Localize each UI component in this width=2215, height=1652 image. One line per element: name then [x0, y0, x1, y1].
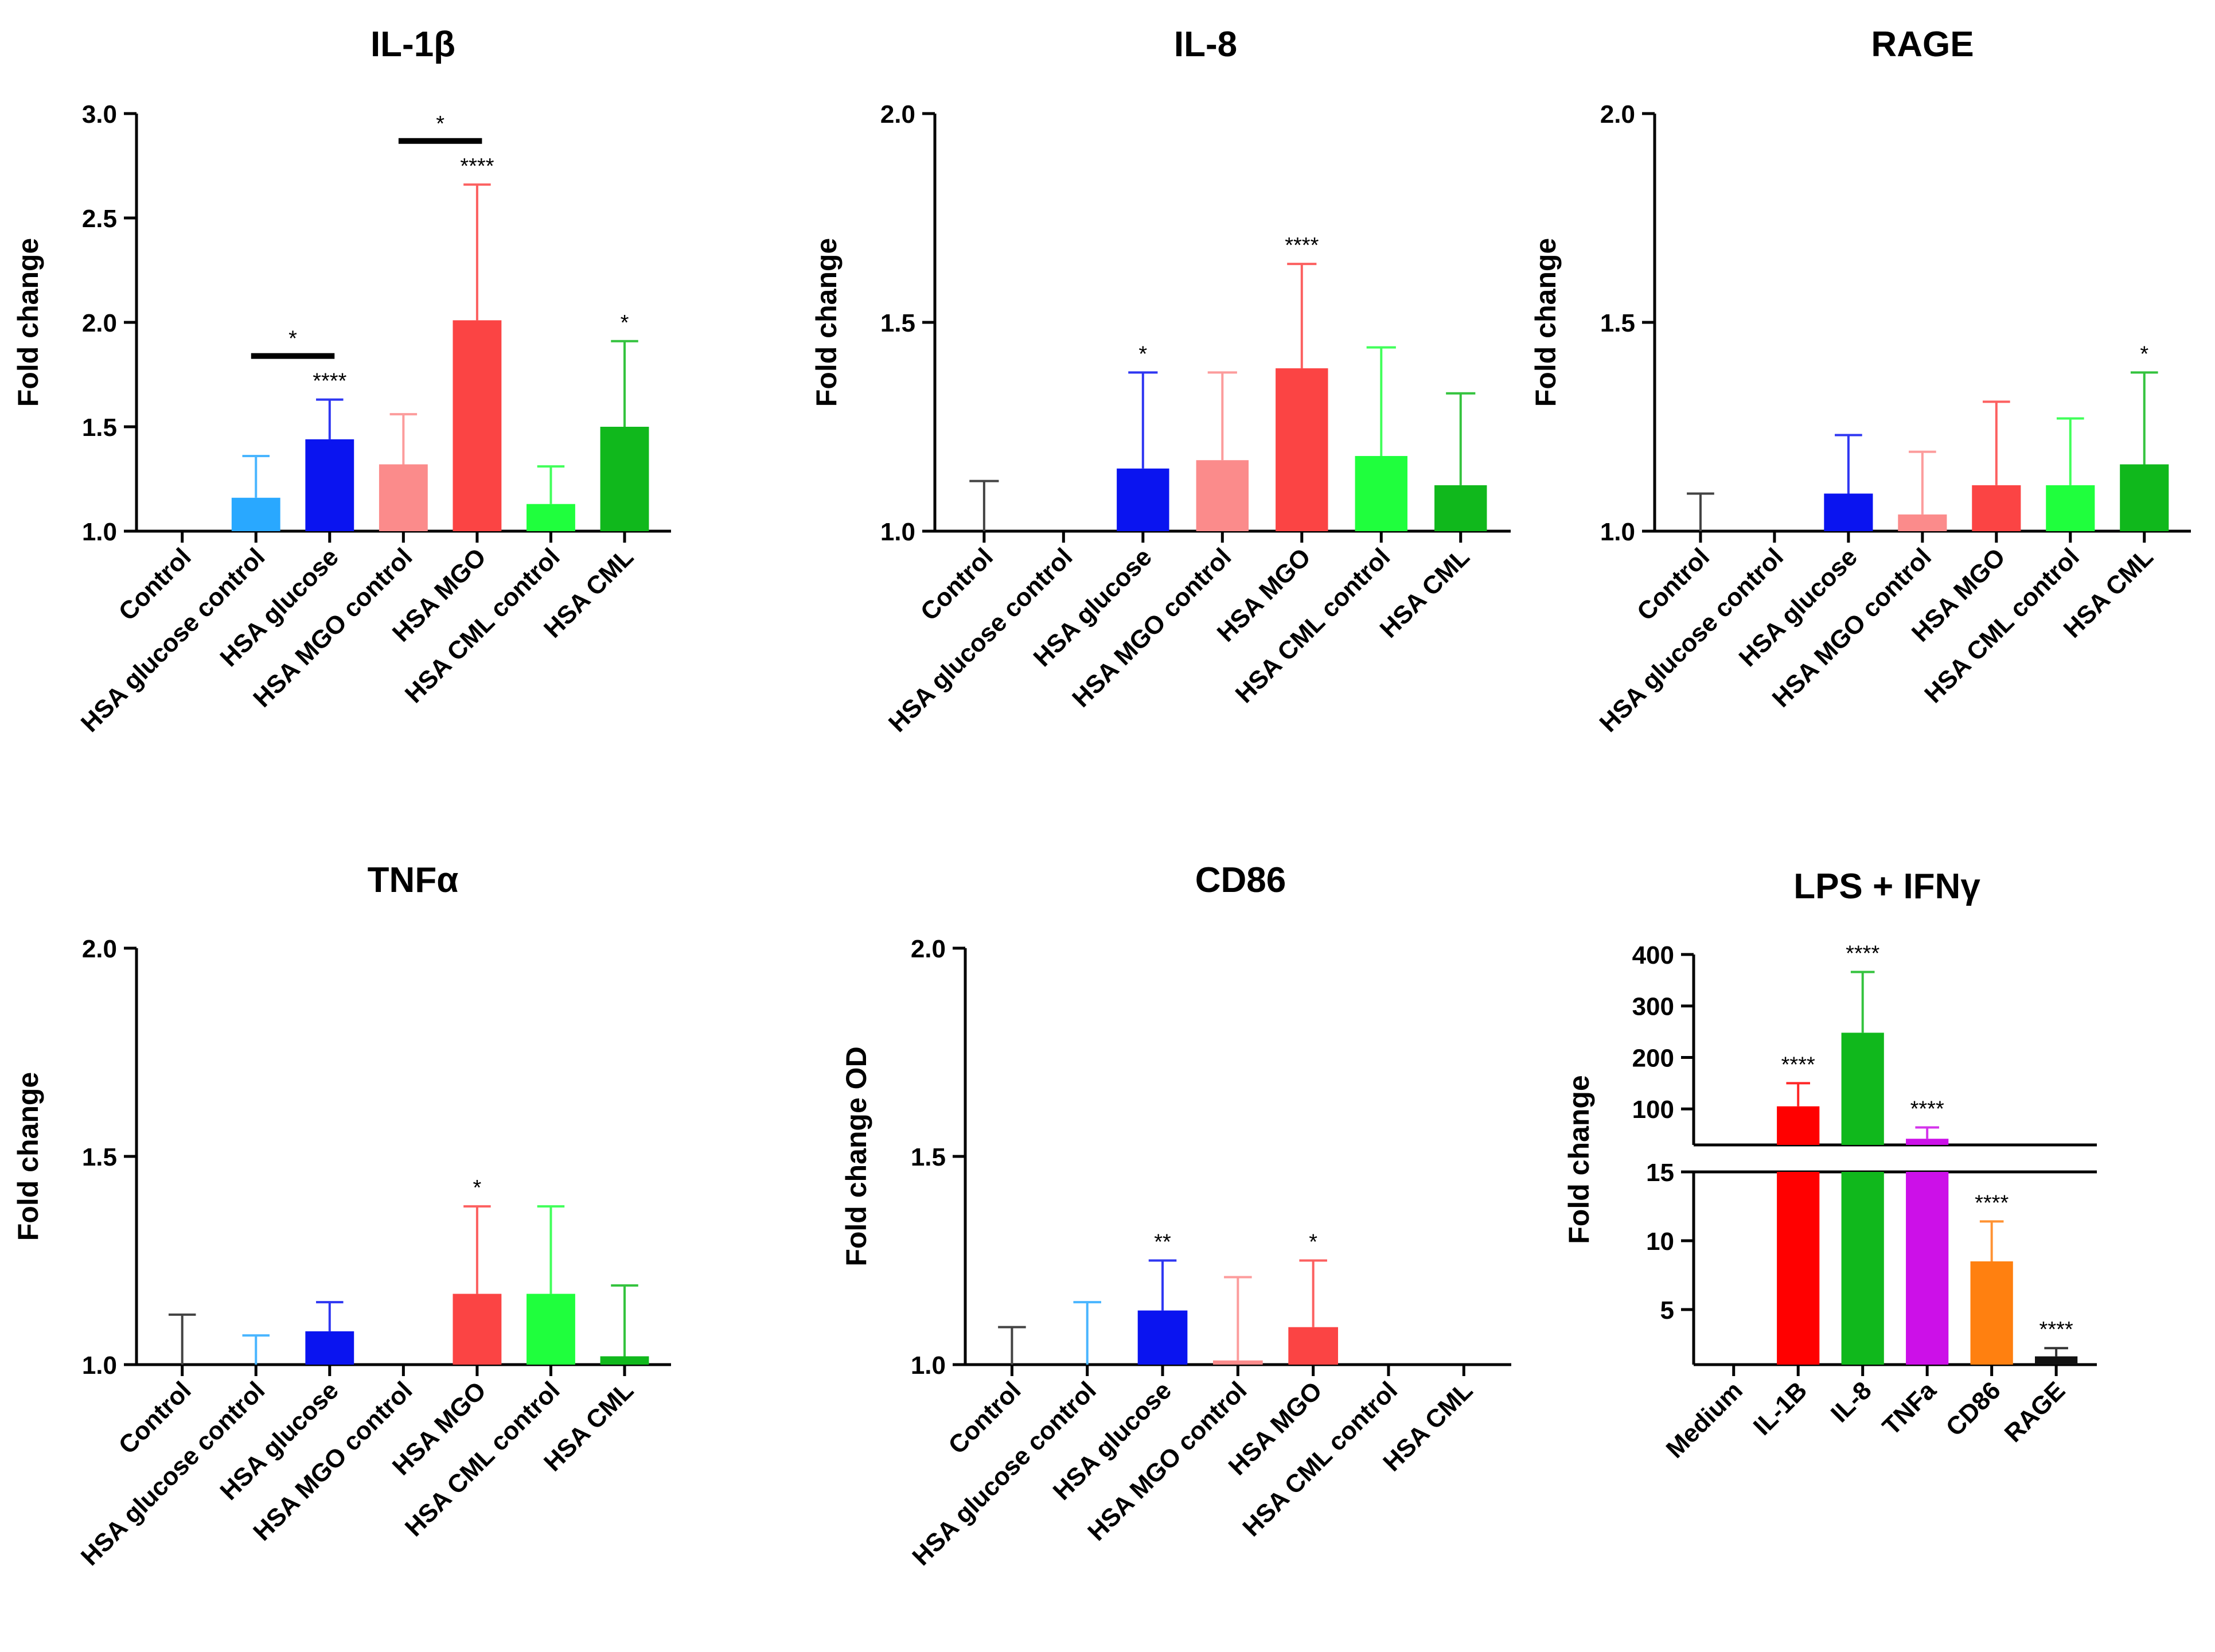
bar — [1276, 368, 1328, 531]
y-tick-label: 1.5 — [82, 1143, 117, 1171]
x-tick-label: RAGE — [1999, 1376, 2071, 1448]
significance-label: **** — [313, 369, 346, 393]
significance-label: ** — [1154, 1230, 1171, 1254]
y-tick-label: 2.0 — [911, 935, 946, 963]
bar — [2035, 1356, 2078, 1365]
bar — [379, 464, 428, 531]
y-tick-label: 1.5 — [1600, 309, 1635, 337]
chart-title: TNFα — [368, 860, 459, 900]
significance-label: **** — [460, 154, 494, 178]
bar — [231, 497, 280, 531]
y-tick-label: 100 — [1632, 1096, 1674, 1124]
significance-label: * — [2140, 342, 2148, 366]
bar — [1906, 1172, 1949, 1365]
x-tick-label: HSA CML control — [1230, 543, 1396, 708]
y-tick-label: 1.5 — [82, 414, 117, 442]
significance-label: **** — [1781, 1053, 1815, 1077]
y-tick-label: 400 — [1632, 941, 1674, 969]
chart-title: CD86 — [1195, 860, 1286, 900]
bar — [1970, 1261, 2013, 1365]
bar — [1434, 485, 1487, 531]
significance-label: * — [473, 1176, 482, 1200]
y-tick-label: 2.0 — [82, 309, 117, 337]
y-tick-label: 1.0 — [1600, 518, 1635, 546]
bar-upper — [1841, 1032, 1884, 1145]
significance-label: **** — [1910, 1097, 1944, 1121]
bar — [1841, 1172, 1884, 1365]
significance-label: **** — [1285, 233, 1319, 258]
y-tick-label: 2.0 — [1600, 100, 1635, 128]
bar — [2046, 485, 2095, 531]
significance-label: * — [1309, 1230, 1317, 1254]
y-tick-label: 1.0 — [880, 518, 915, 546]
bar — [1196, 460, 1249, 531]
chart-panel-5: LPS + IFNγ Fold change 100 200 300 400 5 10 15 Me… — [1563, 867, 2097, 1464]
chart-title: RAGE — [1871, 25, 1974, 64]
y-tick-label: 200 — [1632, 1044, 1674, 1072]
bar — [1288, 1327, 1338, 1365]
chart-title: IL-8 — [1174, 25, 1237, 64]
y-tick-label: 5 — [1660, 1296, 1674, 1324]
y-axis-label: Fold change OD — [840, 1046, 872, 1266]
y-tick-label: 300 — [1632, 993, 1674, 1021]
x-tick-label: Control — [915, 543, 999, 626]
y-axis-label: Fold change — [12, 238, 44, 407]
bar — [1898, 514, 1947, 531]
bar — [600, 1356, 649, 1365]
x-tick-label: IL-8 — [1826, 1376, 1877, 1428]
bar — [527, 504, 575, 531]
bar — [453, 1293, 502, 1365]
bar — [453, 320, 502, 531]
y-axis-label: Fold change — [810, 238, 843, 407]
bar — [1355, 455, 1407, 531]
bar — [305, 439, 354, 531]
bar — [1117, 468, 1169, 531]
bar-upper — [1906, 1139, 1949, 1145]
bar — [527, 1293, 575, 1365]
significance-label: * — [1138, 342, 1147, 366]
x-tick-label: IL-1B — [1748, 1376, 1812, 1440]
y-axis-label: Fold change — [1530, 238, 1562, 407]
bar — [1213, 1360, 1263, 1365]
y-tick-label: 3.0 — [82, 100, 117, 128]
chart-title: IL-1β — [371, 25, 455, 64]
significance-label: **** — [1975, 1191, 2009, 1215]
bar — [2120, 464, 2169, 531]
y-axis-label: Fold change — [12, 1072, 44, 1241]
x-tick-label: CD86 — [1941, 1376, 2006, 1441]
bar — [1972, 485, 2021, 531]
y-tick-label: 15 — [1646, 1159, 1674, 1187]
y-tick-label: 2.0 — [880, 100, 915, 128]
y-tick-label: 10 — [1646, 1228, 1674, 1256]
bar — [1824, 493, 1873, 531]
y-tick-label: 1.5 — [880, 309, 915, 337]
bar — [600, 427, 649, 531]
x-tick-label: Medium — [1661, 1376, 1748, 1463]
significance-label: **** — [1846, 942, 1879, 966]
y-tick-label: 2.0 — [82, 935, 117, 963]
bar-upper — [1777, 1106, 1820, 1145]
comparison-label: * — [288, 327, 297, 351]
y-tick-label: 1.5 — [911, 1143, 946, 1171]
significance-label: * — [621, 311, 629, 335]
bar — [1137, 1310, 1188, 1365]
y-tick-label: 1.0 — [911, 1351, 946, 1380]
comparison-label: * — [436, 112, 444, 136]
significance-label: **** — [2039, 1318, 2073, 1342]
y-axis-label: Fold change — [1563, 1075, 1595, 1244]
bar — [305, 1331, 354, 1365]
y-tick-label: 2.5 — [82, 205, 117, 233]
bar — [1777, 1172, 1820, 1365]
x-tick-label: TNFa — [1877, 1376, 1942, 1441]
y-tick-label: 1.0 — [82, 518, 117, 546]
chart-title: LPS + IFNγ — [1793, 867, 1980, 906]
y-tick-label: 1.0 — [82, 1351, 117, 1380]
